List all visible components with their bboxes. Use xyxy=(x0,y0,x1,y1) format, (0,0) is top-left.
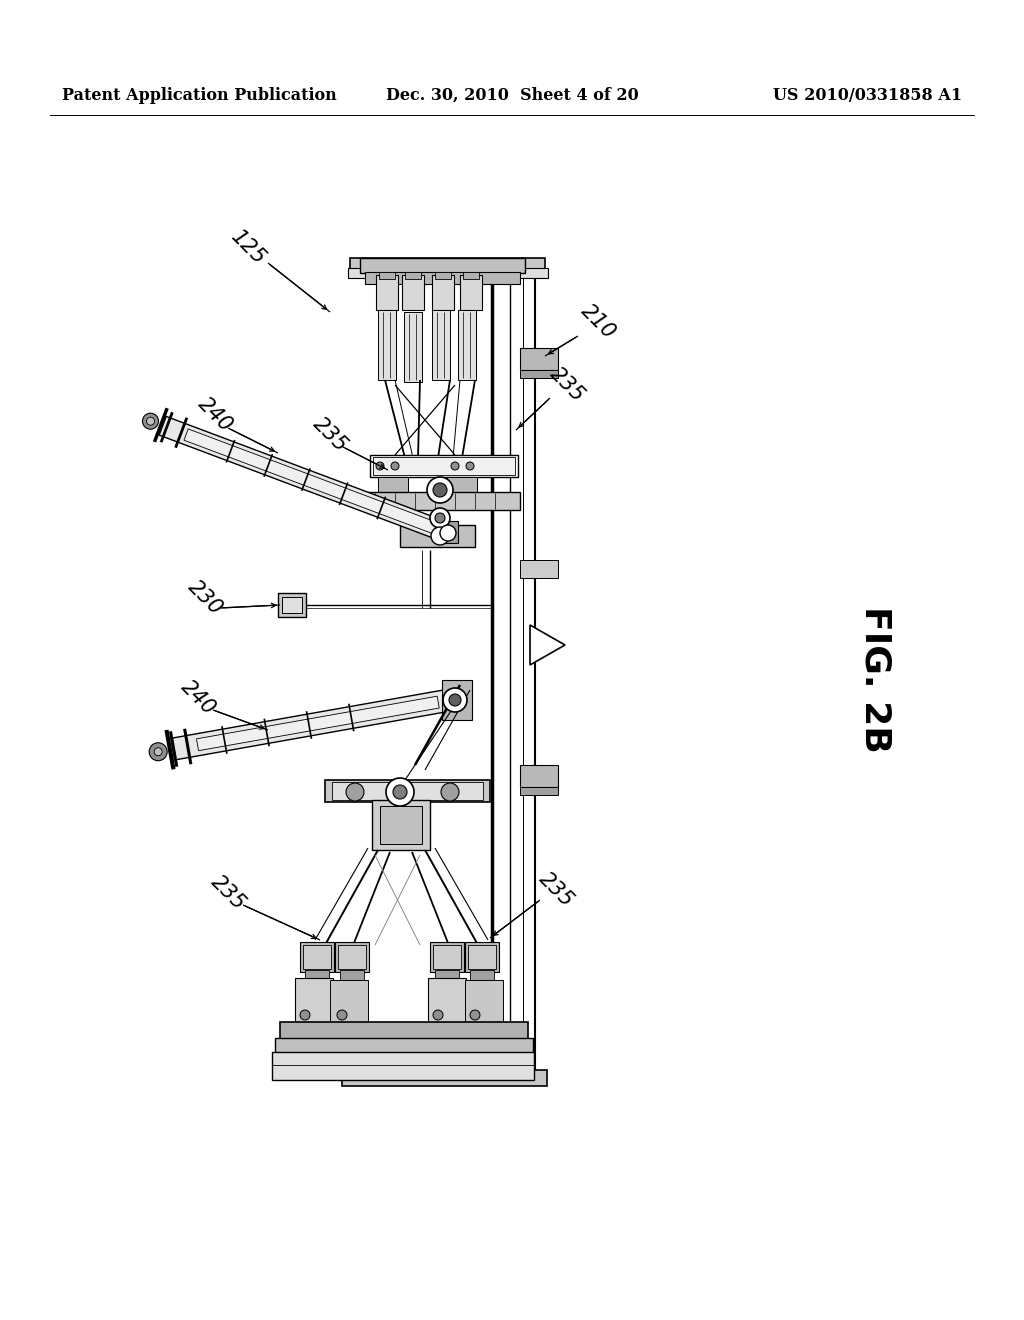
Circle shape xyxy=(440,525,456,541)
Polygon shape xyxy=(404,312,422,381)
Polygon shape xyxy=(159,416,452,543)
Circle shape xyxy=(443,688,467,711)
Circle shape xyxy=(430,508,450,528)
Bar xyxy=(295,978,333,1023)
Bar xyxy=(520,766,558,787)
Bar xyxy=(325,780,490,803)
Bar xyxy=(342,1071,547,1086)
Polygon shape xyxy=(458,310,476,380)
Text: 235: 235 xyxy=(535,869,578,911)
Bar xyxy=(520,787,558,795)
Bar xyxy=(350,257,545,275)
Bar xyxy=(433,945,461,969)
Bar xyxy=(465,942,499,972)
Circle shape xyxy=(146,417,155,425)
Bar xyxy=(447,477,477,492)
Circle shape xyxy=(391,462,399,470)
Bar xyxy=(300,942,334,972)
Circle shape xyxy=(435,513,445,523)
Text: 240: 240 xyxy=(194,393,237,436)
Bar xyxy=(365,272,520,284)
Bar xyxy=(280,1022,528,1040)
Circle shape xyxy=(431,527,449,545)
Circle shape xyxy=(346,783,364,801)
Bar xyxy=(376,275,398,310)
Bar xyxy=(428,978,466,1023)
Circle shape xyxy=(155,747,162,756)
Bar xyxy=(372,800,430,850)
Bar xyxy=(442,680,472,719)
Circle shape xyxy=(427,477,453,503)
Bar xyxy=(468,945,496,969)
Bar xyxy=(272,1052,534,1080)
Polygon shape xyxy=(432,310,450,380)
Bar xyxy=(378,477,408,492)
Bar xyxy=(402,275,424,310)
Circle shape xyxy=(449,694,461,706)
Circle shape xyxy=(386,777,414,807)
Bar xyxy=(282,597,302,612)
Bar xyxy=(360,257,525,273)
Bar xyxy=(435,272,451,279)
Bar xyxy=(465,979,503,1023)
Circle shape xyxy=(433,483,447,498)
Text: 125: 125 xyxy=(227,227,269,269)
Bar xyxy=(338,945,366,969)
Circle shape xyxy=(470,1010,480,1020)
Circle shape xyxy=(337,1010,347,1020)
Bar xyxy=(463,272,479,279)
Text: 240: 240 xyxy=(177,677,219,719)
Polygon shape xyxy=(184,429,440,535)
Text: 235: 235 xyxy=(207,873,249,915)
Bar xyxy=(373,457,515,475)
Text: FIG. 2B: FIG. 2B xyxy=(858,606,893,754)
Bar xyxy=(278,593,306,616)
Bar xyxy=(470,970,494,982)
Text: 235: 235 xyxy=(309,414,351,457)
Bar xyxy=(305,970,329,982)
Bar xyxy=(520,348,558,370)
Bar xyxy=(348,268,548,279)
Bar xyxy=(330,979,368,1023)
Bar xyxy=(520,560,558,578)
Text: Patent Application Publication: Patent Application Publication xyxy=(62,87,337,103)
Bar xyxy=(340,970,364,982)
Bar xyxy=(275,1038,534,1053)
Bar xyxy=(400,525,475,546)
Circle shape xyxy=(150,743,167,760)
Polygon shape xyxy=(378,310,396,380)
Circle shape xyxy=(142,413,159,429)
Bar xyxy=(430,942,464,972)
Circle shape xyxy=(466,462,474,470)
Bar xyxy=(370,455,518,477)
Polygon shape xyxy=(171,689,452,760)
Bar xyxy=(436,521,458,543)
Bar xyxy=(365,492,520,510)
Text: US 2010/0331858 A1: US 2010/0331858 A1 xyxy=(773,87,962,103)
Bar xyxy=(435,970,459,982)
Circle shape xyxy=(376,462,384,470)
Text: 210: 210 xyxy=(577,301,620,343)
Bar xyxy=(379,272,395,279)
Polygon shape xyxy=(530,624,565,665)
Bar xyxy=(335,942,369,972)
Text: 230: 230 xyxy=(184,577,226,619)
Bar xyxy=(520,370,558,378)
Bar xyxy=(432,275,454,310)
Text: 235: 235 xyxy=(546,364,588,407)
Bar xyxy=(380,807,422,843)
Circle shape xyxy=(433,1010,443,1020)
Circle shape xyxy=(300,1010,310,1020)
Circle shape xyxy=(393,785,407,799)
Bar xyxy=(406,272,421,279)
Bar xyxy=(460,275,482,310)
Circle shape xyxy=(451,462,459,470)
Text: Dec. 30, 2010  Sheet 4 of 20: Dec. 30, 2010 Sheet 4 of 20 xyxy=(386,87,638,103)
Circle shape xyxy=(441,783,459,801)
Bar xyxy=(303,945,331,969)
Polygon shape xyxy=(197,696,439,751)
Bar xyxy=(332,781,483,800)
